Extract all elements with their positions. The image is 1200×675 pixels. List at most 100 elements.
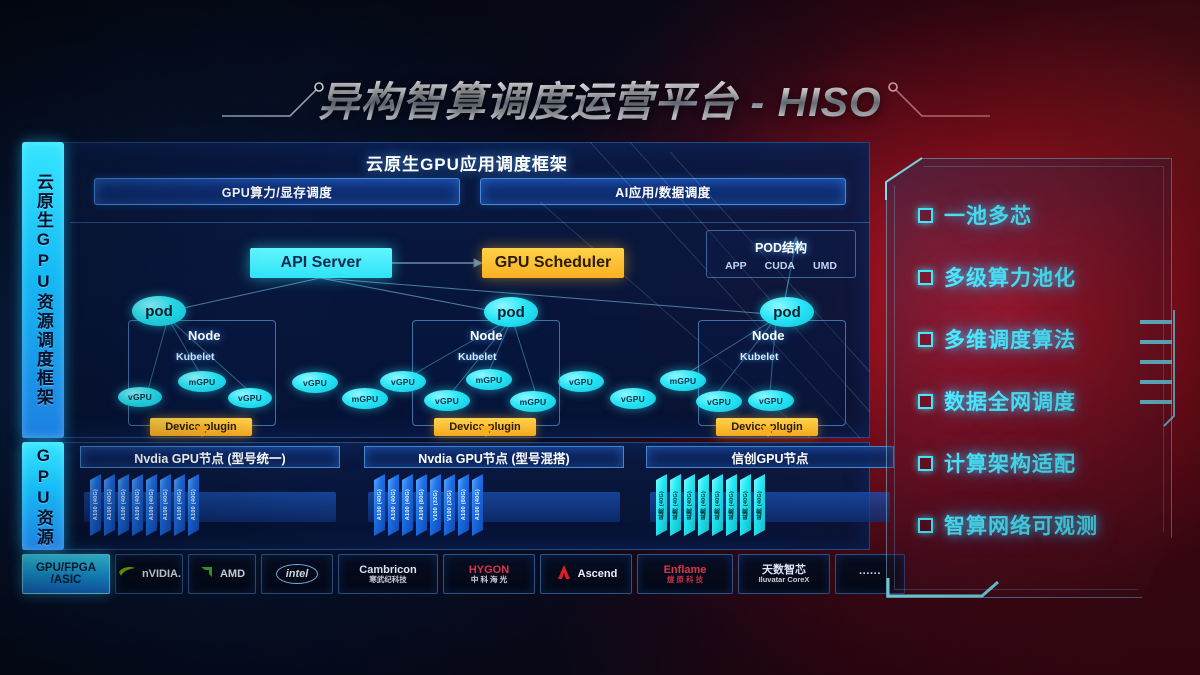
node2-gpu-0[interactable]: vGPU: [380, 371, 426, 392]
gpu-card[interactable]: 昇腾 (40G): [740, 474, 751, 536]
vendor-logo-intel[interactable]: intel: [261, 554, 333, 594]
gpu-card[interactable]: 昇腾 (40G): [684, 474, 695, 536]
gpu-card[interactable]: A100 (40G): [388, 474, 399, 536]
gpu-card[interactable]: A100 (40G): [472, 474, 483, 536]
floating-gpu-2[interactable]: vGPU: [558, 371, 604, 392]
vendor-logo-gpu-fpga-asic[interactable]: GPU/FPGA/ASIC: [22, 554, 110, 594]
gpu-card-label: A100 (40G): [148, 489, 155, 521]
node1-gpu-1[interactable]: mGPU: [178, 371, 226, 392]
vendor-logo-iluvatar-corex[interactable]: 天数智芯 Iluvatar CoreX: [738, 554, 830, 594]
gpu-card[interactable]: 昇腾 (40G): [726, 474, 737, 536]
gpu-card-label: V100 (32G): [446, 489, 453, 521]
gpu-card[interactable]: A100 (40G): [174, 474, 185, 536]
gpu-card[interactable]: 昇腾 (40G): [656, 474, 667, 536]
gpu-card-label: 昇腾 (40G): [714, 490, 721, 520]
feature-item-4[interactable]: 计算架构适配: [918, 432, 1162, 494]
feature-label: 一池多芯: [944, 205, 1032, 228]
pod-struct-item-umd: UMD: [813, 259, 837, 272]
gpu-card-label: A100 (40G): [120, 489, 127, 521]
framework-inner: 云原生GPU应用调度框架 GPU算力/显存调度 AI应用/数据调度: [70, 141, 871, 439]
gpu-card[interactable]: A100 (40G): [104, 474, 115, 536]
floating-gpu-0[interactable]: vGPU: [292, 372, 338, 393]
gpu-group-1-title: Nvdia GPU节点 (型号混搭): [364, 446, 624, 468]
checkbox-square-icon: [918, 455, 933, 471]
gpu-card[interactable]: A100 (80G): [416, 474, 427, 536]
gpu-card[interactable]: A100 (40G): [118, 474, 129, 536]
gpu-card-label: A100 (40G): [92, 489, 99, 521]
gpu-card[interactable]: A100 (40G): [188, 474, 199, 536]
vendor-logo-cambricon[interactable]: Cambricon 寒武纪科技: [338, 554, 438, 594]
kubelet-label-1: Kubelet: [176, 351, 215, 363]
gpu-card-label: V100 (32G): [432, 489, 439, 521]
gpu-card[interactable]: V100 (32G): [444, 474, 455, 536]
gpu-card[interactable]: A100 (40G): [374, 474, 385, 536]
gpu-cards-2: 昇腾 (40G) 昇腾 (40G) 昇腾 (40G) 昇腾 (40G) 昇腾 (40G)…: [656, 474, 765, 536]
vendor-logo-amd[interactable]: AMD: [188, 554, 256, 594]
vendor-logo-hygon[interactable]: HYGON 中 科 海 光: [443, 554, 535, 594]
node3-gpu-1[interactable]: vGPU: [696, 391, 742, 412]
vendor-label: HYGON 中 科 海 光: [468, 563, 510, 584]
feature-panel: 一池多芯多级算力池化 多维调度算法 数据全网调度计算架构适配智算网络可观测: [885, 157, 1175, 598]
gpu-card-label: A100 (40G): [474, 489, 481, 521]
gpu-scheduler-box[interactable]: GPU Scheduler: [482, 248, 624, 278]
floating-gpu-3[interactable]: vGPU: [610, 388, 656, 409]
gpu-card-label: A100 (40G): [390, 489, 397, 521]
gpu-card[interactable]: 昇腾 (40G): [698, 474, 709, 536]
gpu-card[interactable]: A100 (40G): [132, 474, 143, 536]
pod-structure-box[interactable]: POD结构 APP CUDA UMD: [706, 230, 856, 278]
feature-item-0[interactable]: 一池多芯: [918, 184, 1162, 246]
title-left-decoration: [220, 82, 330, 122]
node3-gpu-2[interactable]: vGPU: [748, 390, 794, 411]
gpu-card[interactable]: A100 (40G): [146, 474, 157, 536]
feature-list: 一池多芯多级算力池化 多维调度算法 数据全网调度计算架构适配智算网络可观测: [918, 184, 1162, 556]
gpu-card-label: 昇腾 (40G): [756, 490, 763, 520]
node1-gpu-2[interactable]: vGPU: [228, 388, 272, 408]
panel-corner-accent-bottom: [886, 578, 999, 598]
pod-struct-item-cuda: CUDA: [764, 259, 795, 272]
floating-gpu-1[interactable]: mGPU: [342, 388, 388, 409]
amd-logo: [199, 565, 215, 584]
gpu-card[interactable]: A100 (40G): [402, 474, 413, 536]
node2-gpu-1[interactable]: mGPU: [466, 369, 512, 390]
pod-ellipse-1[interactable]: pod: [132, 296, 186, 326]
gpu-group-0-title: Nvdia GPU节点 (型号统一): [80, 446, 340, 468]
gpu-card[interactable]: A100 (40G): [90, 474, 101, 536]
gpu-card-label: A100 (40G): [376, 489, 383, 521]
gpu-card[interactable]: 昇腾 (40G): [754, 474, 765, 536]
feature-item-2[interactable]: 多维调度算法: [918, 308, 1162, 370]
api-server-box[interactable]: API Server: [250, 248, 392, 278]
checkbox-square-icon: [918, 393, 933, 409]
feature-item-5[interactable]: 智算网络可观测: [918, 494, 1162, 556]
vendor-logo-enflame[interactable]: Enflame 燧 原 科 技: [637, 554, 733, 594]
pod-structure-title: POD结构: [754, 240, 808, 255]
vendor-label: 天数智芯 Iluvatar CoreX: [758, 563, 810, 584]
node3-gpu-0[interactable]: mGPU: [660, 370, 706, 391]
vendor-label: AMD: [219, 567, 246, 580]
node2-gpu-2[interactable]: vGPU: [424, 390, 470, 411]
gpu-card-label: A100 (40G): [190, 489, 197, 521]
node1-gpu-0[interactable]: vGPU: [118, 387, 162, 407]
feature-item-3[interactable]: 数据全网调度: [918, 370, 1162, 432]
gpu-group-0: Nvdia GPU节点 (型号统一) A100 (40G) A100 (40G) A…: [80, 446, 340, 546]
gpu-group-2: 信创GPU节点 昇腾 (40G) 昇腾 (40G) 昇腾 (40G) 昇腾 (40G)…: [646, 446, 894, 546]
gpu-card[interactable]: 昇腾 (40G): [712, 474, 723, 536]
ascend-logo: [555, 564, 573, 585]
vendor-label: Ascend: [577, 567, 618, 580]
gpu-card[interactable]: A100 (80G): [458, 474, 469, 536]
vendor-logo-nvidia[interactable]: nVIDIA.: [115, 554, 183, 594]
pod-ellipse-2[interactable]: pod: [484, 297, 538, 327]
gpu-card-label: 昇腾 (40G): [742, 490, 749, 520]
feature-item-1[interactable]: 多级算力池化: [918, 246, 1162, 308]
gpu-card[interactable]: V100 (32G): [430, 474, 441, 536]
gpu-card[interactable]: A100 (40G): [160, 474, 171, 536]
node2-gpu-3[interactable]: mGPU: [510, 391, 556, 412]
gpu-card[interactable]: 昇腾 (40G): [670, 474, 681, 536]
feature-label: 计算架构适配: [944, 453, 1076, 476]
gpu-card-label: 昇腾 (40G): [686, 490, 693, 520]
checkbox-square-icon: [918, 207, 933, 223]
node-label-2: Node: [470, 328, 503, 343]
vendor-logo-ascend[interactable]: Ascend: [540, 554, 632, 594]
pod-ellipse-3[interactable]: pod: [760, 297, 814, 327]
checkbox-square-icon: [918, 331, 933, 347]
